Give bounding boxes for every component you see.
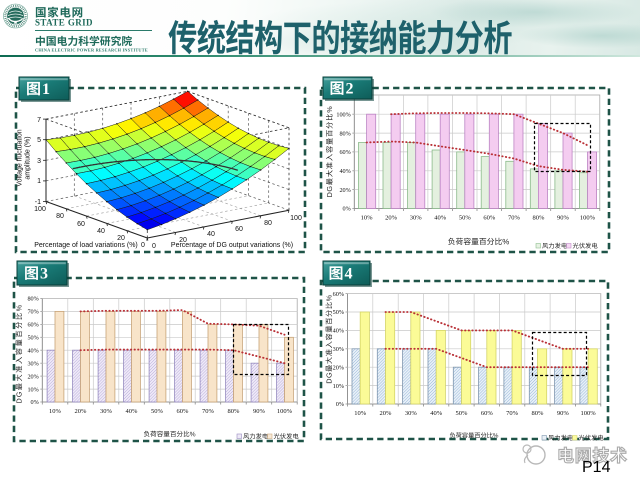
svg-text:3: 3 <box>37 158 41 165</box>
svg-text:90%: 90% <box>557 215 570 222</box>
svg-text:60%: 60% <box>333 291 344 298</box>
svg-text:80: 80 <box>264 220 272 227</box>
svg-text:10%: 10% <box>354 410 367 417</box>
svg-text:2: 2 <box>346 81 354 98</box>
svg-text:50%: 50% <box>459 215 472 222</box>
svg-text:30%: 30% <box>410 215 423 222</box>
svg-text:80%: 80% <box>532 215 545 222</box>
svg-text:0%: 0% <box>343 206 351 213</box>
svg-text:1: 1 <box>37 178 41 185</box>
svg-text:20%: 20% <box>27 373 38 380</box>
svg-text:STATE GRID: STATE GRID <box>35 18 93 28</box>
svg-text:Voltage fluctuation: Voltage fluctuation <box>17 129 24 186</box>
svg-text:100%: 100% <box>277 408 293 415</box>
svg-text:20%: 20% <box>333 364 344 371</box>
svg-text:90%: 90% <box>253 408 266 415</box>
svg-text:60: 60 <box>235 226 243 233</box>
svg-text:60%: 60% <box>339 149 350 156</box>
svg-text:20%: 20% <box>75 408 88 415</box>
svg-text:0%: 0% <box>336 401 344 408</box>
svg-text:80%: 80% <box>532 410 545 417</box>
svg-text:10%: 10% <box>333 383 344 390</box>
svg-text:20: 20 <box>117 235 125 242</box>
svg-text:20: 20 <box>179 237 187 244</box>
svg-text:20%: 20% <box>339 187 350 194</box>
svg-text:100: 100 <box>34 206 46 213</box>
svg-text:30%: 30% <box>100 408 113 415</box>
svg-text:80%: 80% <box>339 130 350 137</box>
svg-text:60%: 60% <box>27 322 38 329</box>
svg-text:100%: 100% <box>580 215 596 222</box>
svg-text:100%: 100% <box>336 111 350 118</box>
svg-text:30%: 30% <box>405 410 418 417</box>
svg-text:20%: 20% <box>385 215 398 222</box>
svg-text:40%: 40% <box>430 410 443 417</box>
svg-text:30%: 30% <box>333 346 344 353</box>
svg-text:10%: 10% <box>361 215 374 222</box>
svg-text:7: 7 <box>37 117 41 124</box>
svg-text:10%: 10% <box>27 386 38 393</box>
svg-text:70%: 70% <box>202 408 215 415</box>
svg-text:-1: -1 <box>35 199 41 206</box>
svg-text:60%: 60% <box>481 410 494 417</box>
svg-text:90%: 90% <box>557 410 570 417</box>
svg-text:40%: 40% <box>126 408 139 415</box>
svg-text:50%: 50% <box>333 309 344 316</box>
svg-text:80: 80 <box>56 213 64 220</box>
svg-text:40: 40 <box>97 228 105 235</box>
svg-text:40%: 40% <box>333 328 344 335</box>
svg-text:3: 3 <box>40 266 48 283</box>
svg-text:0%: 0% <box>31 399 39 406</box>
svg-text:CHINA ELECTRIC POWER RESEARCH: CHINA ELECTRIC POWER RESEARCH INSTITUTE <box>35 48 148 53</box>
svg-text:80%: 80% <box>228 408 241 415</box>
svg-text:Percentage of load variations: Percentage of load variations (%) <box>34 242 138 249</box>
svg-text:0: 0 <box>152 243 156 250</box>
svg-text:100: 100 <box>290 215 302 222</box>
svg-text:5: 5 <box>37 137 41 144</box>
svg-text:70%: 70% <box>506 410 519 417</box>
svg-text:40%: 40% <box>339 168 350 175</box>
svg-text:40: 40 <box>207 231 215 238</box>
svg-text:30%: 30% <box>27 360 38 367</box>
svg-text:40%: 40% <box>27 347 38 354</box>
svg-text:4: 4 <box>345 266 353 283</box>
svg-text:amplitude (%): amplitude (%) <box>25 136 32 179</box>
svg-text:80%: 80% <box>27 296 38 303</box>
svg-text:50%: 50% <box>151 408 164 415</box>
svg-text:40%: 40% <box>434 215 447 222</box>
svg-text:70%: 70% <box>508 215 521 222</box>
svg-text:60%: 60% <box>177 408 190 415</box>
svg-text:0: 0 <box>141 242 145 249</box>
svg-text:20%: 20% <box>380 410 393 417</box>
svg-text:60%: 60% <box>483 215 496 222</box>
svg-text:Percentage of DG output variat: Percentage of DG output variations (%) <box>171 242 293 249</box>
svg-text:70%: 70% <box>27 309 38 316</box>
svg-text:50%: 50% <box>456 410 469 417</box>
svg-text:1: 1 <box>42 81 50 98</box>
svg-text:50%: 50% <box>27 335 38 342</box>
svg-text:60: 60 <box>77 221 85 228</box>
svg-text:10%: 10% <box>49 408 62 415</box>
svg-text:100%: 100% <box>581 410 597 417</box>
